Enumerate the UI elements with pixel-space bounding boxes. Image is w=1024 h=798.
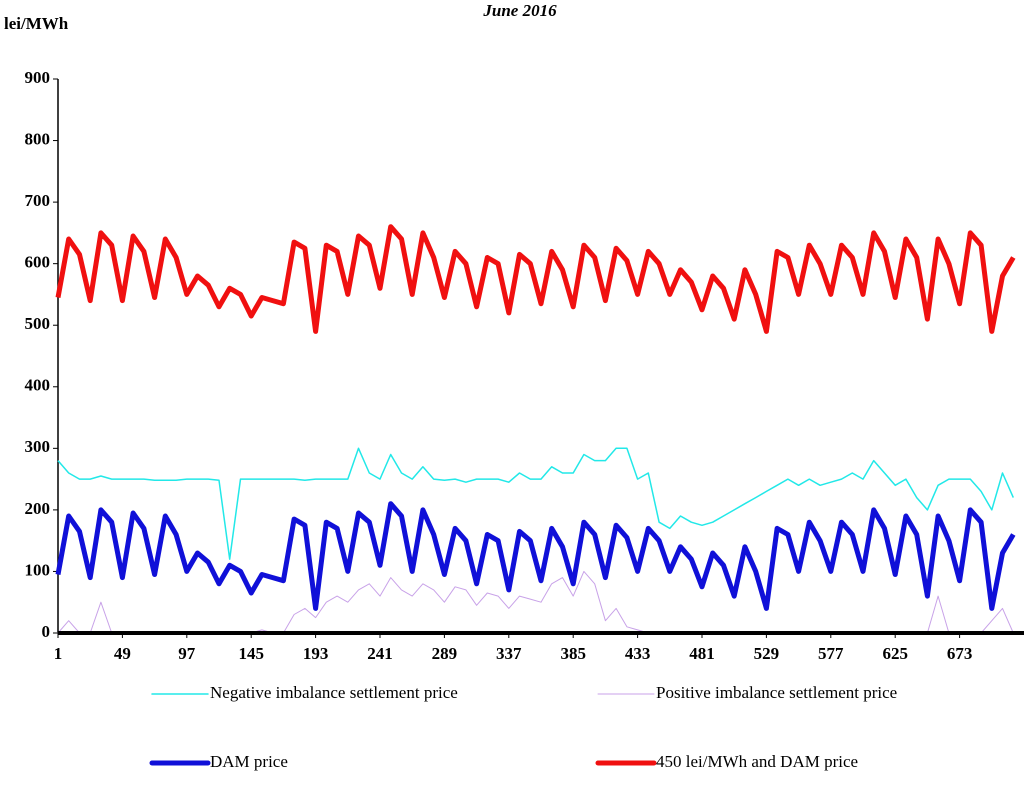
series-line: [57, 570, 1014, 634]
series-line: [57, 447, 1014, 560]
legend-label: 450 lei/MWh and DAM price: [656, 752, 858, 771]
legend-label: Positive imbalance settlement price: [656, 683, 897, 702]
x-tick-label: 481: [689, 644, 715, 663]
y-tick-label: 800: [25, 129, 51, 148]
x-tick-label: 97: [178, 644, 196, 663]
x-tick-label: 337: [496, 644, 522, 663]
legend-label: DAM price: [210, 752, 288, 771]
legend-label: Negative imbalance settlement price: [210, 683, 458, 702]
y-tick-label: 500: [25, 314, 51, 333]
x-tick-label: 289: [432, 644, 458, 663]
x-tick-label: 385: [560, 644, 586, 663]
x-tick-label: 529: [754, 644, 780, 663]
y-tick-label: 200: [25, 499, 51, 518]
y-tick-label: 700: [25, 191, 51, 210]
y-tick-label: 300: [25, 437, 51, 456]
series-line: [55, 224, 1016, 334]
y-tick-label: 400: [25, 376, 51, 395]
x-tick-label: 673: [947, 644, 973, 663]
x-tick-label: 1: [54, 644, 63, 663]
y-tick-label: 0: [42, 622, 51, 641]
series-line: [55, 501, 1016, 611]
x-tick-label: 577: [818, 644, 844, 663]
x-tick-label: 193: [303, 644, 329, 663]
y-tick-label: 900: [25, 68, 51, 87]
y-tick-label: 100: [25, 560, 51, 579]
x-tick-label: 49: [114, 644, 131, 663]
x-tick-label: 241: [367, 644, 393, 663]
y-tick-label: 600: [25, 253, 51, 272]
x-tick-label: 625: [882, 644, 908, 663]
x-tick-label: 145: [238, 644, 264, 663]
chart-title: June 2016: [482, 1, 557, 20]
y-axis-title: lei/MWh: [4, 14, 69, 33]
x-tick-label: 433: [625, 644, 651, 663]
